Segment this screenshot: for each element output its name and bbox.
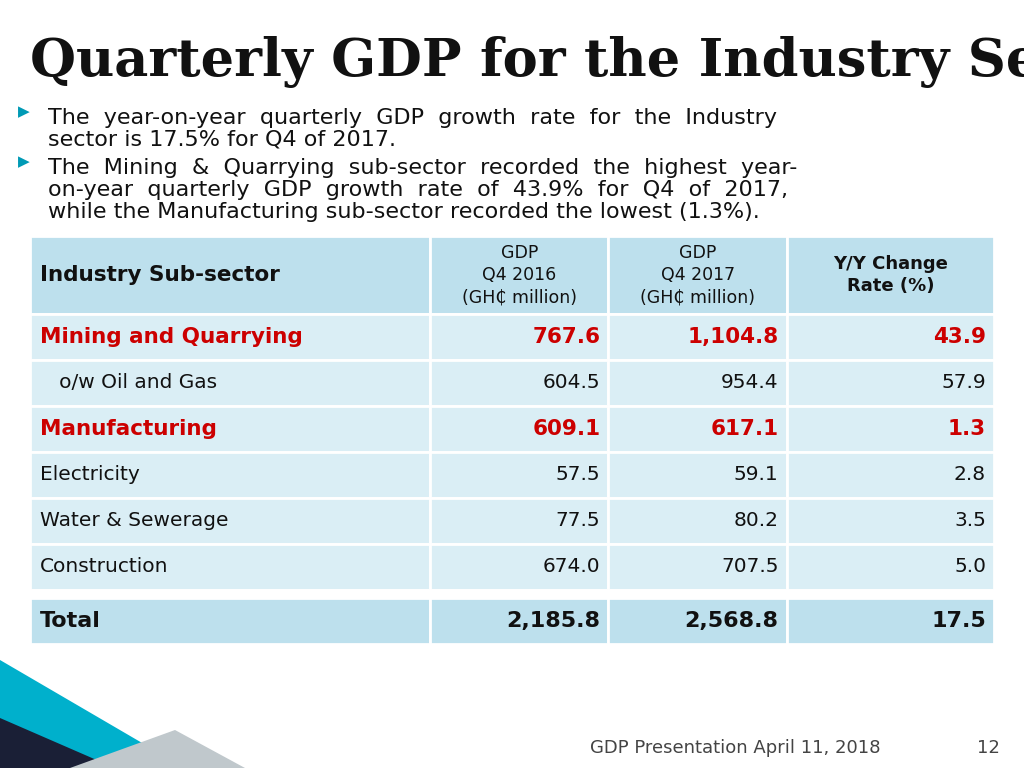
Text: 617.1: 617.1: [711, 419, 778, 439]
Bar: [608, 236, 786, 314]
Bar: [786, 360, 994, 406]
Polygon shape: [0, 660, 185, 768]
Text: Water & Sewerage: Water & Sewerage: [40, 511, 228, 531]
Bar: [608, 314, 786, 360]
Bar: [608, 498, 786, 544]
Text: 674.0: 674.0: [543, 558, 600, 577]
Bar: [608, 452, 786, 498]
Text: 2,568.8: 2,568.8: [685, 611, 778, 631]
Bar: [30, 360, 430, 406]
Text: 3.5: 3.5: [954, 511, 986, 531]
Bar: [30, 236, 430, 314]
Text: Mining and Quarrying: Mining and Quarrying: [40, 327, 303, 347]
Bar: [430, 236, 608, 314]
Text: on-year  quarterly  GDP  growth  rate  of  43.9%  for  Q4  of  2017,: on-year quarterly GDP growth rate of 43.…: [48, 180, 788, 200]
Bar: [430, 452, 608, 498]
Bar: [786, 314, 994, 360]
Bar: [786, 598, 994, 644]
Text: 17.5: 17.5: [931, 611, 986, 631]
Text: 80.2: 80.2: [734, 511, 778, 531]
Text: 954.4: 954.4: [721, 373, 778, 392]
Text: GDP
Q4 2016
(GH₵ million): GDP Q4 2016 (GH₵ million): [462, 243, 577, 306]
Bar: [30, 314, 430, 360]
Bar: [786, 406, 994, 452]
Text: 1,104.8: 1,104.8: [687, 327, 778, 347]
Text: Quarterly GDP for the Industry Sector: Quarterly GDP for the Industry Sector: [30, 36, 1024, 88]
Polygon shape: [70, 730, 245, 768]
Text: 5.0: 5.0: [954, 558, 986, 577]
Bar: [30, 498, 430, 544]
Text: 12: 12: [977, 739, 1000, 757]
Text: 604.5: 604.5: [543, 373, 600, 392]
Bar: [786, 544, 994, 590]
Bar: [608, 360, 786, 406]
Text: 59.1: 59.1: [734, 465, 778, 485]
Text: ▶: ▶: [18, 154, 30, 170]
Text: The  Mining  &  Quarrying  sub-sector  recorded  the  highest  year-: The Mining & Quarrying sub-sector record…: [48, 158, 798, 178]
Text: 707.5: 707.5: [721, 558, 778, 577]
Text: Industry Sub-sector: Industry Sub-sector: [40, 265, 280, 285]
Bar: [30, 406, 430, 452]
Text: sector is 17.5% for Q4 of 2017.: sector is 17.5% for Q4 of 2017.: [48, 130, 396, 150]
Text: o/w Oil and Gas: o/w Oil and Gas: [40, 373, 217, 392]
Text: 767.6: 767.6: [532, 327, 600, 347]
Bar: [430, 544, 608, 590]
Text: 43.9: 43.9: [933, 327, 986, 347]
Text: ▶: ▶: [18, 104, 30, 120]
Text: 77.5: 77.5: [556, 511, 600, 531]
Text: 57.5: 57.5: [556, 465, 600, 485]
Text: 1.3: 1.3: [948, 419, 986, 439]
Bar: [608, 598, 786, 644]
Text: Y/Y Change
Rate (%): Y/Y Change Rate (%): [833, 255, 948, 295]
Bar: [786, 236, 994, 314]
Text: Electricity: Electricity: [40, 465, 139, 485]
Text: 609.1: 609.1: [532, 419, 600, 439]
Text: GDP
Q4 2017
(GH₵ million): GDP Q4 2017 (GH₵ million): [640, 243, 755, 306]
Bar: [430, 314, 608, 360]
Bar: [30, 452, 430, 498]
Text: Total: Total: [40, 611, 101, 631]
Polygon shape: [0, 718, 115, 768]
Bar: [608, 544, 786, 590]
Bar: [30, 544, 430, 590]
Text: 57.9: 57.9: [941, 373, 986, 392]
Text: while the Manufacturing sub-sector recorded the lowest (1.3%).: while the Manufacturing sub-sector recor…: [48, 202, 760, 222]
Bar: [30, 598, 430, 644]
Bar: [786, 452, 994, 498]
Bar: [430, 406, 608, 452]
Text: 2,185.8: 2,185.8: [507, 611, 600, 631]
Bar: [786, 498, 994, 544]
Text: 2.8: 2.8: [954, 465, 986, 485]
Bar: [430, 598, 608, 644]
Text: Manufacturing: Manufacturing: [40, 419, 217, 439]
Bar: [608, 406, 786, 452]
Text: GDP Presentation April 11, 2018: GDP Presentation April 11, 2018: [590, 739, 881, 757]
Bar: [30, 590, 994, 598]
Bar: [430, 498, 608, 544]
Text: The  year-on-year  quarterly  GDP  growth  rate  for  the  Industry: The year-on-year quarterly GDP growth ra…: [48, 108, 777, 128]
Bar: [430, 360, 608, 406]
Text: Construction: Construction: [40, 558, 169, 577]
